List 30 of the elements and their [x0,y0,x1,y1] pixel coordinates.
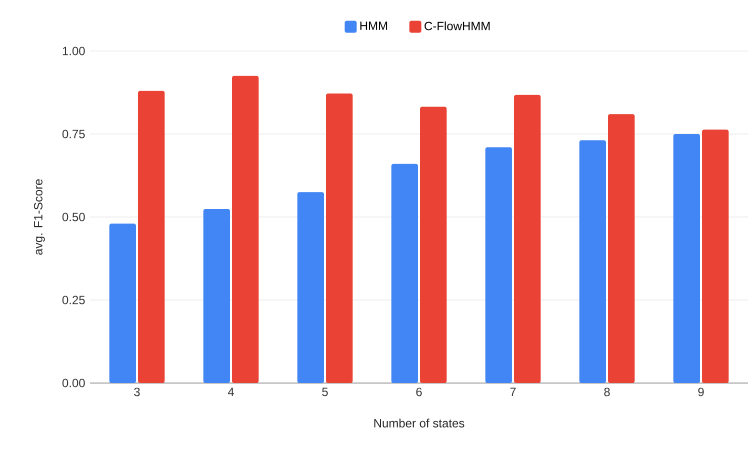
y-tick-label: 1.00 [62,46,85,56]
y-tick-label: 0.00 [62,378,85,388]
bar [514,94,541,383]
x-tick-label: 3 [134,388,140,396]
y-axis-title: avg. F1-Score [34,179,45,255]
bar [485,147,512,383]
bar [702,130,729,383]
bar [608,114,635,383]
legend-label: C-FlowHMM [424,21,490,30]
bar [138,90,165,383]
bar [579,140,606,383]
x-tick-label: 7 [510,388,516,396]
x-tick-label: 4 [228,388,234,396]
bar [326,93,353,383]
x-tick-label: 9 [698,388,704,396]
x-tick-label: 8 [604,388,610,396]
bar [391,164,418,383]
bar [203,209,230,383]
x-tick-label: 6 [416,388,422,396]
bar [420,106,447,383]
bar [673,134,700,383]
y-tick-label: 0.25 [62,296,85,304]
bar [297,192,324,383]
bar [232,76,259,383]
x-axis-title: Number of states [374,418,464,428]
y-tick-label: 0.75 [62,130,85,138]
y-tick-label: 0.50 [62,212,85,222]
bar [109,224,136,383]
legend-label: HMM [360,22,388,30]
x-tick-label: 5 [322,388,328,396]
